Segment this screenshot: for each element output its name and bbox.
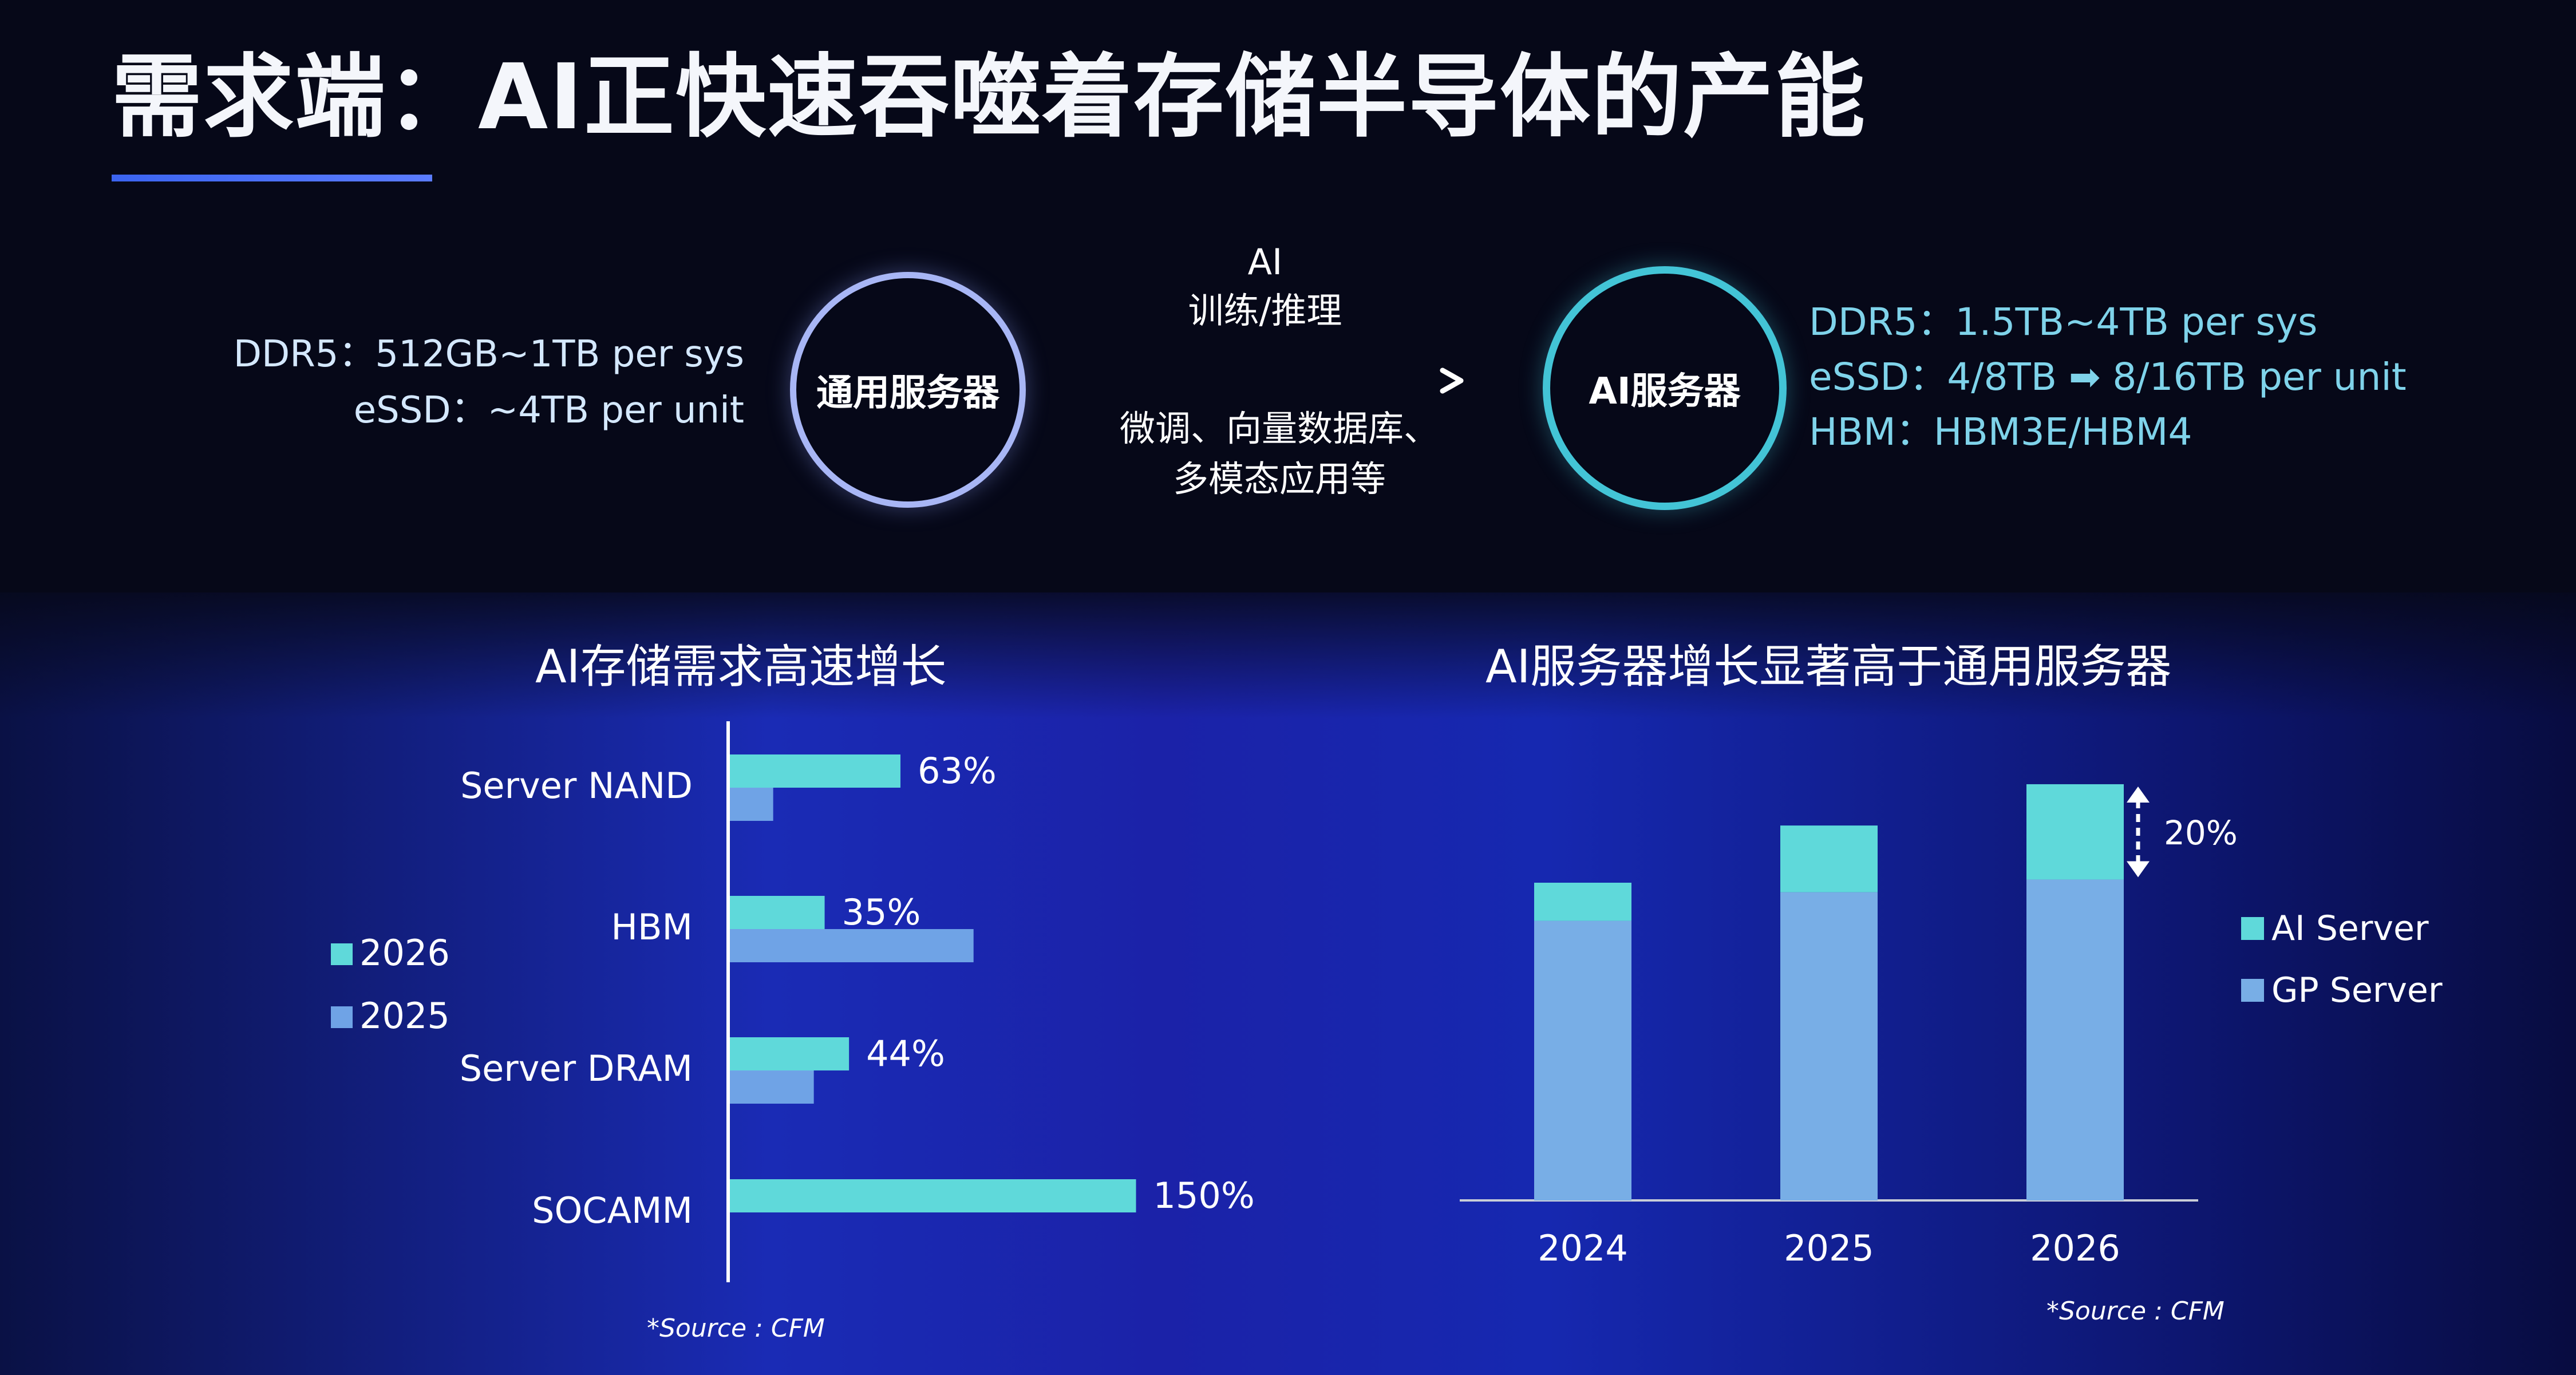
ai-spec-essd-prefix: eSSD： [1809,355,1947,399]
ai-spec-essd: eSSD：4/8TB ➡ 8/16TB per unit [1809,350,2407,405]
chart2-annotation-arrow-up-icon [2127,786,2150,803]
ai-spec-essd-before: 4/8TB [1947,355,2057,399]
chart2-legend-swatch-ai-server [2241,917,2264,940]
right-arrow-icon: ➡ [2069,355,2101,399]
chart1-category-label-server-dram: Server DRAM [460,1048,693,1089]
flow-bottom-line-2: 多模态应用等 [1172,458,1386,500]
background-glow [0,592,2576,1375]
chart1-bar-2026-server-nand [730,754,900,788]
chart1-source: *Source : CFM [647,1314,825,1343]
chart1-data-label-socamm: 150% [1153,1175,1255,1216]
chart1-category-label-hbm: HBM [611,906,693,948]
chart1-data-label-hbm: 35% [842,891,921,933]
ai-spec-ddr5-value: 1.5TB~4TB per sys [1955,300,2318,344]
chart1-bar-2026-hbm [730,896,825,929]
chart1-legend-label-2026: 2026 [359,932,450,974]
chart2-category-label-2024: 2024 [1538,1227,1628,1269]
chart2-annotation-arrow-down-icon [2127,861,2150,878]
chart2-legend-label-gp-server: GP Server [2271,970,2443,1010]
chart2-bar-ai-server-2026 [2026,784,2124,880]
ai-spec-ddr5-prefix: DDR5： [1809,300,1955,344]
chart2-legend-label-ai-server: AI Server [2271,908,2429,949]
flow-top-line-2: 训练/推理 [1188,290,1342,331]
chart2-bar-ai-server-2025 [1780,825,1878,892]
chart2-svg: 2024 2025 2026 20% AI Server GP Server [1460,784,2443,1269]
flow-top-line-1: AI [1247,241,1283,283]
chart1-data-label-server-dram: 44% [866,1033,945,1074]
chart2-category-label-2026: 2026 [2030,1227,2120,1269]
chart1-bar-2025-server-dram [730,1070,814,1104]
chart1-bar-2025-hbm [730,929,974,962]
ai-spec-essd-after: 8/16TB per unit [2112,355,2407,399]
chart1-category-label-server-nand: Server NAND [460,765,693,807]
ai-server-circle: AI服务器 [1543,266,1787,510]
chart2-bar-gp-server-2025 [1780,892,1878,1200]
chart2-source: *Source : CFM [2046,1297,2225,1326]
ai-server-specs: DDR5：1.5TB~4TB per sys eSSD：4/8TB ➡ 8/16… [1809,295,2407,460]
chart2-annotation-label: 20% [2164,813,2238,852]
chart2-bar-ai-server-2024 [1534,883,1631,921]
chart1-svg: Server NAND 63% HBM 35% Server DRAM 44% SOCAMM… [331,721,1255,1282]
flow-top-text: AI 训练/推理 [1093,238,1437,335]
ai-spec-ddr5: DDR5：1.5TB~4TB per sys [1809,295,2407,350]
chart2-bar-gp-server-2026 [2026,879,2124,1200]
chart2-bar-gp-server-2024 [1534,920,1631,1200]
chart1-bar-2026-server-dram [730,1037,850,1070]
gp-server-circle: 通用服务器 [790,272,1026,508]
ai-server-label: AI服务器 [1589,370,1741,413]
ai-spec-hbm-prefix: HBM： [1809,410,1934,454]
chart1-data-label-server-nand: 63% [918,750,997,792]
gp-server-specs: DDR5：512GB~1TB per sys eSSD：~4TB per uni… [234,326,744,438]
dotted-arrow-icon [1105,368,1464,394]
chart1-title: AI存储需求高速增长 [535,640,947,693]
gp-server-label: 通用服务器 [816,372,999,414]
chart1-bar-2026-socamm [730,1179,1136,1212]
ai-spec-hbm: HBM：HBM3E/HBM4 [1809,405,2407,460]
title-underline [112,175,432,181]
chart1-legend-swatch-2026 [331,943,353,965]
page-title: 需求端：AI正快速吞噬着存储半导体的产能 [112,45,1867,150]
flow-bottom-line-1: 微调、向量数据库、 [1119,408,1439,449]
chart1-bar-2025-server-nand [730,788,773,821]
ai-spec-hbm-value: HBM3E/HBM4 [1933,410,2192,454]
chart2-category-label-2025: 2025 [1784,1227,1874,1269]
flow-bottom-text: 微调、向量数据库、 多模态应用等 [1093,404,1465,504]
chart1-category-label-socamm: SOCAMM [532,1190,693,1231]
gp-spec-essd: eSSD：~4TB per unit [353,389,744,432]
chart1-legend-swatch-2025 [331,1006,353,1028]
chart2-legend-swatch-gp-server [2241,979,2264,1002]
chart1-legend-label-2025: 2025 [359,995,450,1037]
gp-spec-ddr5: DDR5：512GB~1TB per sys [233,333,744,376]
chart2-title: AI服务器增长显著高于通用服务器 [1485,640,2172,693]
